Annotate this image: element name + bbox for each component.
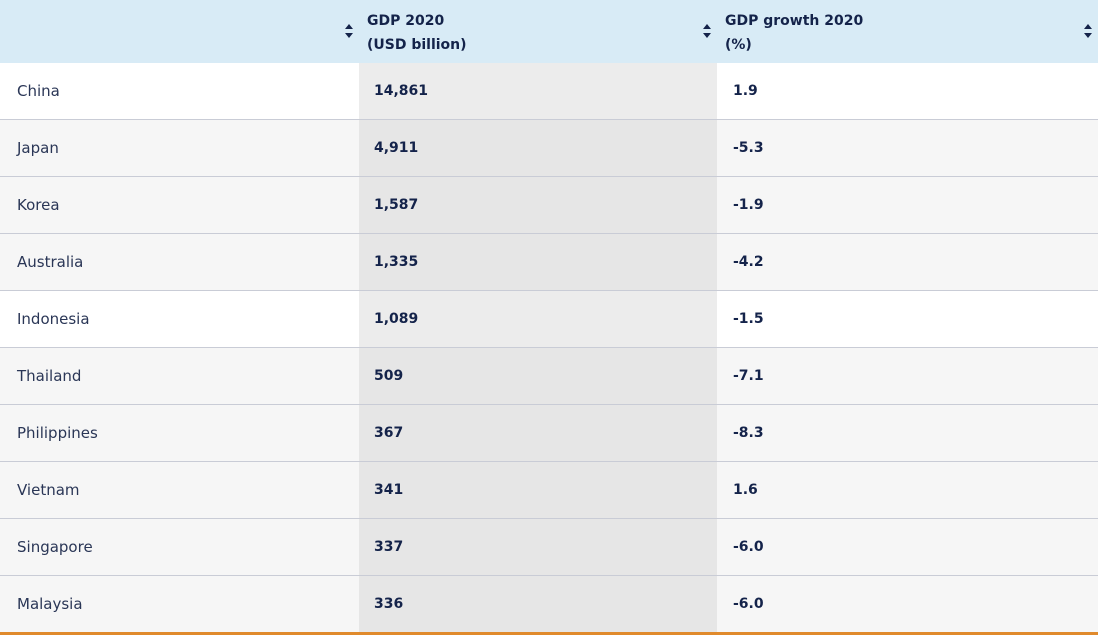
cell-growth: 1.6	[717, 462, 1098, 518]
cell-country: Korea	[0, 177, 359, 233]
cell-country: Malaysia	[0, 576, 359, 632]
cell-gdp: 341	[359, 462, 717, 518]
cell-growth: -1.9	[717, 177, 1098, 233]
table-row: Australia 1,335 -4.2	[0, 234, 1098, 291]
table-row: Vietnam 341 1.6	[0, 462, 1098, 519]
cell-country: Indonesia	[17, 310, 90, 328]
cell-gdp: 4,911	[359, 120, 717, 176]
cell-growth: 1.9	[733, 83, 758, 99]
table-header: GDP 2020 (USD billion) GDP growth 2020 (…	[0, 0, 1098, 63]
cell-country: Japan	[0, 120, 359, 176]
cell-country: Singapore	[0, 519, 359, 575]
cell-growth: -4.2	[717, 234, 1098, 290]
sort-icon[interactable]	[345, 24, 353, 38]
header-country[interactable]	[0, 0, 359, 63]
cell-gdp: 337	[359, 519, 717, 575]
sort-icon[interactable]	[1084, 24, 1092, 38]
table-row: Korea 1,587 -1.9	[0, 177, 1098, 234]
table-row: China 14,861 1.9	[0, 63, 1098, 120]
header-gdp[interactable]: GDP 2020 (USD billion)	[359, 0, 717, 63]
cell-gdp: 336	[359, 576, 717, 632]
sort-icon[interactable]	[703, 24, 711, 38]
cell-gdp: 1,335	[359, 234, 717, 290]
cell-country: Vietnam	[0, 462, 359, 518]
bottom-accent-rule	[0, 632, 1098, 635]
cell-growth: -7.1	[717, 348, 1098, 404]
table-row: Philippines 367 -8.3	[0, 405, 1098, 462]
cell-gdp: 367	[359, 405, 717, 461]
cell-growth: -1.5	[733, 311, 764, 327]
cell-country: China	[17, 82, 60, 100]
cell-growth: -6.0	[717, 576, 1098, 632]
cell-growth: -8.3	[717, 405, 1098, 461]
table-body: China 14,861 1.9 Japan 4,911 -5.3 Korea …	[0, 63, 1098, 633]
cell-gdp: 509	[359, 348, 717, 404]
header-growth-label: GDP growth 2020 (%)	[725, 13, 864, 53]
header-gdp-label: GDP 2020 (USD billion)	[367, 13, 467, 53]
cell-gdp: 1,089	[359, 291, 717, 347]
table-row: Malaysia 336 -6.0	[0, 576, 1098, 633]
table-row: Japan 4,911 -5.3	[0, 120, 1098, 177]
cell-gdp: 14,861	[359, 63, 717, 119]
cell-growth: -6.0	[717, 519, 1098, 575]
header-growth[interactable]: GDP growth 2020 (%)	[717, 0, 1098, 63]
table-row: Indonesia 1,089 -1.5	[0, 291, 1098, 348]
table-row: Thailand 509 -7.1	[0, 348, 1098, 405]
cell-country: Thailand	[0, 348, 359, 404]
cell-country: Philippines	[0, 405, 359, 461]
cell-country: Australia	[0, 234, 359, 290]
cell-growth: -5.3	[717, 120, 1098, 176]
table-row: Singapore 337 -6.0	[0, 519, 1098, 576]
cell-gdp: 1,587	[359, 177, 717, 233]
